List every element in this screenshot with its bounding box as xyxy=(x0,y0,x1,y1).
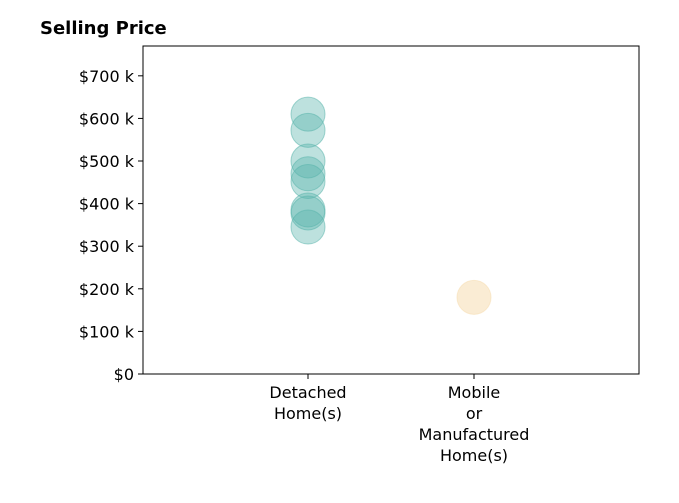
x-tick-label: Mobile or Manufactured Home(s) xyxy=(419,383,530,465)
y-tick-label: $200 k xyxy=(79,280,135,299)
y-tick-label: $400 k xyxy=(79,195,135,214)
data-point xyxy=(290,96,326,132)
data-point xyxy=(290,156,326,192)
y-tick-label: $100 k xyxy=(79,322,135,341)
y-tick-label: $0 xyxy=(114,365,134,384)
data-point xyxy=(456,279,492,315)
data-point xyxy=(290,209,326,245)
x-axis: Detached Home(s) Mobile or Manufactured Home(… xyxy=(269,374,529,465)
x-tick-label: Detached Home(s) xyxy=(269,383,346,423)
chart-title: Selling Price xyxy=(40,18,167,39)
y-tick-label: $500 k xyxy=(79,152,135,171)
data-point xyxy=(290,112,326,148)
data-point xyxy=(290,163,326,199)
y-axis: $0 $100 k $200 k $300 k $400 k $500 k $600 k $7… xyxy=(79,67,143,384)
data-points xyxy=(290,96,492,315)
y-tick-label: $300 k xyxy=(79,237,135,256)
plot-frame xyxy=(142,45,640,375)
y-tick-label: $700 k xyxy=(79,67,135,86)
y-tick-label: $600 k xyxy=(79,109,135,128)
data-point xyxy=(290,143,326,179)
data-point xyxy=(290,195,326,231)
